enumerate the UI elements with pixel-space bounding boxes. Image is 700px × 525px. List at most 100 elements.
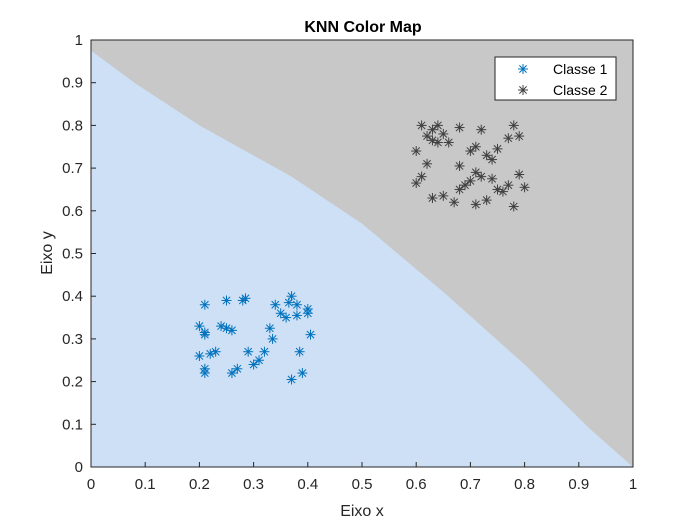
x-tick-label: 0.9 [568,476,589,493]
x-tick-label: 0.2 [189,476,210,493]
point-classe-2 [508,120,519,131]
point-classe-1 [275,308,286,319]
point-classe-2 [432,120,443,131]
x-tick-label: 0.6 [406,476,427,493]
point-classe-1 [254,355,265,366]
point-classe-1 [194,321,205,332]
y-tick-label: 0.4 [62,288,83,305]
point-classe-1 [302,304,313,315]
y-tick-label: 0.2 [62,374,83,391]
point-classe-1 [232,363,243,374]
legend-marker-classe-2 [518,85,528,95]
point-classe-2 [411,178,422,189]
y-tick-label: 0.9 [62,75,83,92]
point-classe-1 [240,293,251,304]
point-classe-1 [210,346,221,357]
point-classe-1 [286,374,297,385]
point-classe-1 [286,291,297,302]
point-classe-2 [443,137,454,148]
legend-label-classe-2: Classe 2 [553,82,608,98]
point-classe-2 [508,201,519,212]
point-classe-2 [427,124,438,135]
point-classe-1 [291,310,302,321]
plot-area [91,40,633,468]
point-classe-2 [497,186,508,197]
point-classe-2 [438,190,449,201]
x-tick-label: 1 [629,476,637,493]
point-classe-1 [259,346,270,357]
point-classe-2 [438,128,449,139]
point-classe-2 [454,184,465,195]
point-classe-2 [476,171,487,182]
region-classe-1 [91,50,633,468]
point-classe-1 [248,359,259,370]
legend-label-classe-1: Classe 1 [553,61,608,77]
point-classe-2 [470,167,481,178]
point-classe-1 [291,299,302,310]
y-tick-label: 0.5 [62,246,83,263]
point-classe-1 [221,295,232,306]
x-tick-label: 0.8 [514,476,535,493]
point-classe-2 [503,180,514,191]
point-classe-2 [514,131,525,142]
point-classe-2 [465,175,476,186]
point-classe-2 [422,131,433,142]
point-classe-2 [470,199,481,210]
point-classe-2 [416,120,427,131]
point-classe-2 [519,182,530,193]
point-classe-1 [264,323,275,334]
point-classe-2 [411,146,422,157]
legend-marker-classe-1 [518,64,528,74]
point-classe-2 [492,143,503,154]
points-layer [194,120,530,385]
x-tick-label: 0.3 [243,476,264,493]
legend-box [494,56,617,101]
x-axis: 0 0.1 0.2 0.3 0.4 0.5 0.6 0.7 0.8 0.9 1 [87,462,637,493]
point-classe-2 [427,135,438,146]
y-tick-label: 0 [75,459,83,476]
point-classe-2 [481,195,492,206]
legend: Classe 1 Classe 2 [494,56,617,101]
chart-title: KNN Color Map [304,19,422,36]
point-classe-2 [487,154,498,165]
x-tick-label: 0 [87,476,95,493]
point-classe-2 [449,197,460,208]
point-classe-2 [476,124,487,135]
point-classe-2 [427,192,438,203]
point-classe-1 [199,299,210,310]
point-classe-2 [465,146,476,157]
point-classe-2 [503,133,514,144]
point-classe-2 [514,169,525,180]
y-tick-label: 0.7 [62,160,83,177]
point-classe-1 [294,346,305,357]
point-classe-1 [194,350,205,361]
point-classe-1 [305,329,316,340]
y-axis: 0 0.1 0.2 0.3 0.4 0.5 0.6 0.7 0.8 0.9 1 [62,32,96,476]
x-axis-label: Eixo x [340,503,384,520]
y-tick-label: 1 [75,32,83,49]
point-classe-1 [297,368,308,379]
point-classe-2 [454,160,465,171]
point-classe-2 [481,150,492,161]
point-classe-1 [270,299,281,310]
point-classe-1 [267,333,278,344]
point-classe-1 [226,368,237,379]
x-tick-label: 0.7 [460,476,481,493]
point-classe-2 [487,173,498,184]
point-classe-2 [454,122,465,133]
point-classe-2 [459,180,470,191]
y-tick-label: 0.3 [62,331,83,348]
point-classe-1 [199,327,210,338]
y-axis-label: Eixo y [39,231,56,275]
x-tick-label: 0.5 [352,476,373,493]
point-classe-2 [416,171,427,182]
x-tick-label: 0.1 [135,476,156,493]
point-classe-1 [226,325,237,336]
point-classe-1 [243,346,254,357]
point-classe-2 [422,158,433,169]
point-classe-1 [199,363,210,374]
y-tick-label: 0.6 [62,203,83,220]
x-tick-label: 0.4 [297,476,318,493]
point-classe-1 [281,312,292,323]
